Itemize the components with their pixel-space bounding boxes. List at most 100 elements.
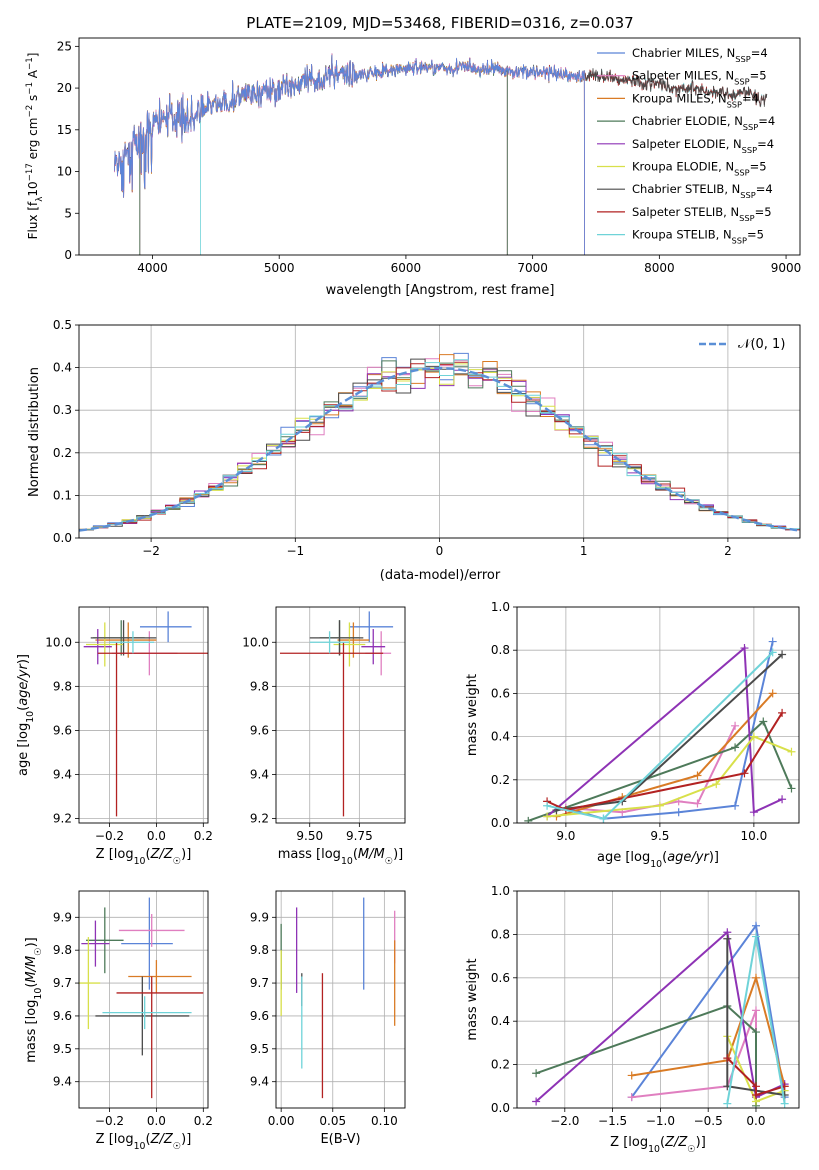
data-point	[543, 801, 552, 810]
x-tick-label: −1.0	[646, 1114, 675, 1128]
data-point	[627, 1071, 636, 1080]
x-tick-label: −0.2	[95, 1114, 124, 1128]
y-tick-label: 5	[64, 206, 72, 220]
y-tick-label: 10.0	[242, 635, 269, 649]
y-tick-label: 9.4	[250, 1075, 269, 1089]
series-salpeter-miles	[631, 1010, 757, 1099]
spectrum-x-axis-label: wavelength [Angstrom, rest frame]	[326, 283, 555, 298]
data-point	[751, 921, 760, 930]
x-tick-label: 0.2	[194, 829, 213, 843]
y-tick-label: 0.2	[53, 446, 72, 460]
legend-entry: Salpeter STELIB, NSSP=5	[632, 205, 772, 223]
weight-vs-age-plot-area	[524, 637, 796, 823]
y-tick-label: 9.9	[250, 910, 269, 924]
y-tick-label: 0.0	[53, 531, 72, 545]
y-tick-label: 0.5	[53, 318, 72, 332]
series-kroupa-elodie	[547, 735, 792, 818]
axes-frame	[516, 606, 800, 824]
y-tick-label: 0.3	[53, 403, 72, 417]
y-tick-label: 20	[57, 81, 72, 95]
data-point	[751, 1090, 760, 1099]
data-point	[543, 812, 552, 821]
residuals-plot-area	[79, 352, 800, 533]
x-tick-label: 10.0	[741, 829, 768, 843]
y-tick-label: 9.8	[53, 679, 72, 693]
y-tick-label: 9.2	[53, 812, 72, 826]
legend-entry: Kroupa MILES, NSSP=4	[632, 91, 759, 109]
data-point	[768, 689, 777, 698]
y-tick-label: 9.6	[53, 1009, 72, 1023]
y-tick-label: 0.4	[491, 730, 510, 744]
data-point	[778, 708, 787, 717]
data-point	[674, 808, 683, 817]
x-tick-label: 9.5	[650, 829, 669, 843]
residuals-y-axis-label: Normed distribution	[27, 367, 42, 497]
y-tick-label: 10	[57, 165, 72, 179]
x-tick-label: 0.10	[371, 1114, 398, 1128]
mass-vs-EBV-x-axis-label: E(B-V)	[320, 1132, 360, 1147]
y-tick-label: 9.7	[53, 976, 72, 990]
y-tick-label: 0.6	[491, 686, 510, 700]
axes-frame	[275, 606, 406, 824]
axes-frame	[78, 324, 801, 539]
y-tick-label: 0.4	[53, 361, 72, 375]
age-vs-mass-plot-area	[279, 611, 394, 817]
data-point	[740, 769, 749, 778]
data-point	[751, 932, 760, 941]
x-tick-label: 9.0	[556, 829, 575, 843]
data-point	[751, 1028, 760, 1037]
y-tick-label: 25	[57, 39, 72, 53]
y-tick-label: 9.8	[250, 943, 269, 957]
spectrum-line-salpeter-elodie	[139, 54, 508, 255]
legend-entry: Salpeter MILES, NSSP=5	[632, 69, 767, 87]
age-vs-Z-y-axis-label: age [log10(age/yr)]	[16, 654, 36, 776]
x-tick-label: 7000	[517, 261, 548, 275]
data-point	[778, 795, 787, 804]
age-vs-mass-panel: 9.50 9.75 9.2 9.4 9.6 9.8 10.0	[242, 606, 406, 843]
residuals-panel: −2 −1 0 1 2 0.0 0.1 0.2 0.3 0.4 0.5 𝒩(0, 1)	[53, 318, 801, 558]
spectrum-legend: Chabrier MILES, NSSP=4 Salpeter MILES, NS…	[597, 46, 775, 246]
x-tick-label: 2	[724, 544, 732, 558]
data-point	[768, 648, 777, 657]
x-tick-label: −2.0	[550, 1114, 579, 1128]
x-tick-label: −0.5	[694, 1114, 723, 1128]
weight-vs-Z-panel: −2.0 −1.5 −1.0 −0.5 0.0 0.0 0.2 0.4 0.6 0.8 1.0	[491, 884, 800, 1128]
data-point	[599, 814, 608, 823]
x-tick-label: 9.50	[296, 829, 323, 843]
legend-entry: Chabrier ELODIE, NSSP=4	[632, 114, 775, 132]
page-title: PLATE=2109, MJD=53468, FIBERID=0316, z=0…	[246, 14, 633, 32]
data-point	[759, 717, 768, 726]
x-tick-label: 6000	[391, 261, 422, 275]
legend-entry: Salpeter ELODIE, NSSP=4	[632, 137, 774, 155]
data-point	[751, 1082, 760, 1091]
y-tick-label: 9.8	[250, 679, 269, 693]
series-kroupa-miles	[556, 692, 774, 818]
y-tick-label: 9.4	[250, 768, 269, 782]
x-tick-label: −1	[286, 544, 304, 558]
x-tick-label: −0.2	[95, 829, 124, 843]
x-tick-label: 5000	[264, 261, 295, 275]
y-tick-label: 0	[64, 248, 72, 262]
x-tick-label: 9.75	[346, 829, 373, 843]
series-salpeter-stelib	[546, 712, 783, 812]
spectrum-y-axis-label: Flux [fλ10−17 erg cm−2 s−1 A−1]	[25, 53, 45, 240]
legend-entry: 𝒩(0, 1)	[738, 337, 785, 352]
mass-vs-Z-plot-area	[79, 897, 204, 1099]
data-point	[532, 1097, 541, 1106]
y-tick-label: 9.6	[250, 1009, 269, 1023]
data-point	[751, 973, 760, 982]
x-tick-label: 1	[580, 544, 588, 558]
x-tick-label: 8000	[644, 261, 675, 275]
x-tick-label: 9000	[771, 261, 802, 275]
mass-vs-Z-y-axis-label: mass [log10(M/M☉)]	[24, 937, 44, 1063]
spectrum-line-chabrier-miles	[114, 54, 585, 255]
spectrum-plot-area	[114, 53, 768, 255]
legend-entry: Chabrier STELIB, NSSP=4	[632, 182, 773, 200]
legend-entry: Kroupa ELODIE, NSSP=5	[632, 160, 767, 178]
y-tick-label: 0.1	[53, 488, 72, 502]
y-tick-label: 15	[57, 123, 72, 137]
x-tick-label: 0.0	[147, 829, 166, 843]
residuals-x-axis-label: (data-model)/error	[380, 568, 501, 583]
y-tick-label: 9.8	[53, 943, 72, 957]
data-point	[751, 1006, 760, 1015]
